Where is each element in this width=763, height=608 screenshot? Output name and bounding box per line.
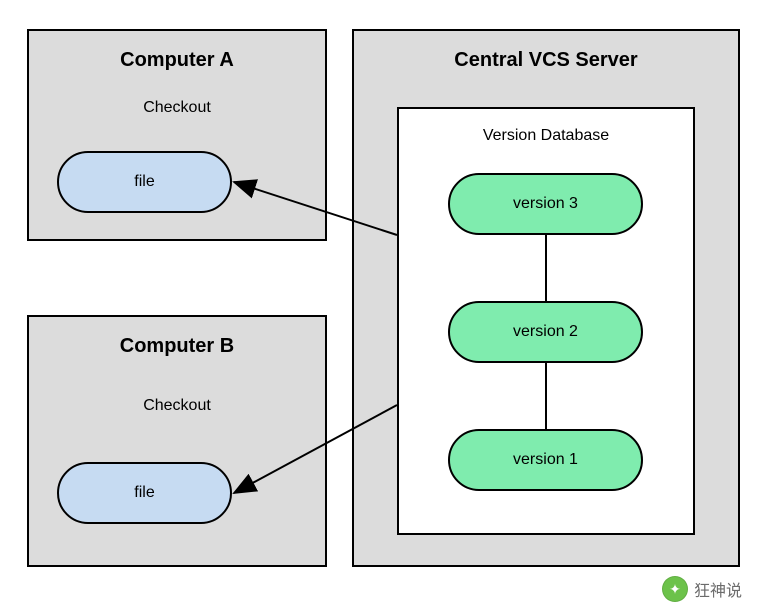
wechat-icon: ✦	[662, 576, 688, 602]
watermark: ✦ 狂神说	[662, 576, 742, 602]
version-3-label: version 3	[513, 195, 578, 213]
file-a-label: file	[134, 173, 154, 191]
version-2-node: version 2	[448, 301, 643, 363]
version-2-label: version 2	[513, 323, 578, 341]
computer-a-title: Computer A	[29, 49, 325, 72]
version-1-label: version 1	[513, 451, 578, 469]
computer-b-checkout-label: Checkout	[29, 397, 325, 415]
computer-a-checkout-label: Checkout	[29, 99, 325, 117]
server-title: Central VCS Server	[354, 49, 738, 72]
watermark-text: 狂神说	[694, 577, 742, 601]
version-3-node: version 3	[448, 173, 643, 235]
version-1-node: version 1	[448, 429, 643, 491]
file-b-label: file	[134, 484, 154, 502]
computer-b-title: Computer B	[29, 335, 325, 358]
file-b-node: file	[57, 462, 232, 524]
file-a-node: file	[57, 151, 232, 213]
computer-b-panel: Computer B Checkout	[27, 315, 327, 567]
version-database-label: Version Database	[399, 127, 693, 145]
